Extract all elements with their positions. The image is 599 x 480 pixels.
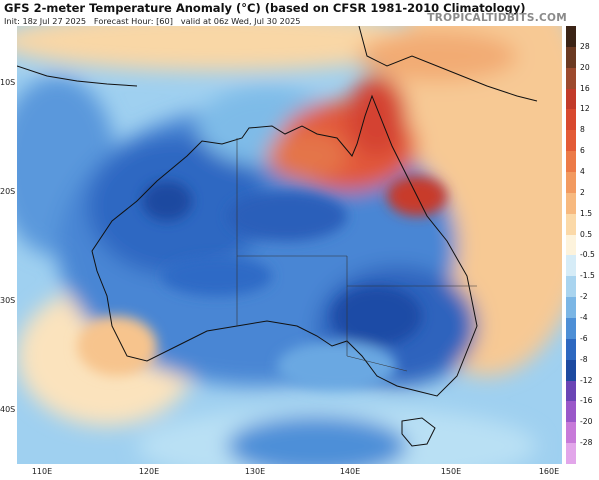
colorbar-swatch — [566, 380, 576, 402]
lon-label-120e: 120E — [138, 467, 160, 476]
colorbar-swatch — [566, 359, 576, 382]
colorbar-label: 8 — [580, 125, 585, 135]
map-title: GFS 2-meter Temperature Anomaly (°C) (ba… — [4, 1, 526, 15]
colorbar-swatch — [566, 255, 576, 277]
colorbar-label: 16 — [580, 83, 590, 93]
colorbar-swatch — [566, 213, 576, 236]
temperature-anomaly-map — [17, 26, 562, 464]
lat-label-20s: 20S — [0, 187, 16, 196]
colorbar-swatch — [566, 443, 576, 465]
lat-label-40s: 40S — [0, 405, 16, 414]
colorbar-label: -20 — [580, 417, 593, 427]
colorbar — [566, 26, 576, 465]
colorbar-swatch — [566, 401, 576, 423]
colorbar-label: 12 — [580, 104, 590, 114]
colorbar-swatch — [566, 297, 576, 319]
colorbar-label: 1.5 — [580, 208, 593, 218]
lat-label-10s: 10S — [0, 78, 16, 87]
colorbar-label: -12 — [580, 375, 593, 385]
colorbar-label: 20 — [580, 62, 590, 72]
colorbar-label: 6 — [580, 146, 585, 156]
colorbar-label: -1.5 — [580, 271, 595, 281]
lon-label-140e: 140E — [339, 467, 361, 476]
colorbar-swatch — [566, 130, 576, 152]
colorbar-label: 4 — [580, 167, 585, 176]
colorbar-swatch — [566, 318, 576, 340]
lon-label-110e: 110E — [31, 467, 53, 476]
coastlines — [17, 26, 538, 447]
colorbar-swatch — [566, 422, 576, 444]
state-borders — [236, 138, 477, 372]
colorbar-label: -4 — [580, 313, 588, 322]
lat-label-30s: 30S — [0, 296, 16, 305]
colorbar-label: 28 — [580, 41, 590, 51]
colorbar-label: -16 — [580, 396, 593, 406]
colorbar-swatch — [566, 276, 576, 298]
colorbar-label: -6 — [580, 333, 588, 343]
colorbar-swatch — [566, 172, 576, 194]
brand-logo: TROPICALTIDBITS.COM — [427, 12, 567, 24]
colorbar-label: -0.5 — [580, 250, 595, 260]
forecast-hour: Forecast Hour: [60] — [93, 16, 173, 26]
anomaly-field-detail — [77, 176, 447, 391]
colorbar-label: -8 — [580, 354, 588, 364]
colorbar-label: -2 — [580, 292, 588, 302]
map-canvas — [17, 26, 562, 464]
valid-time: valid at 06z Wed, Jul 30 2025 — [180, 16, 301, 26]
colorbar-swatch — [566, 46, 576, 69]
colorbar-swatch — [566, 338, 576, 361]
colorbar-label: 0.5 — [580, 229, 593, 239]
colorbar-swatch — [566, 109, 576, 131]
colorbar-swatch — [566, 234, 576, 256]
colorbar-swatch — [566, 192, 576, 215]
colorbar-label: 2 — [580, 187, 585, 197]
lon-label-130e: 130E — [244, 467, 266, 476]
lon-label-150e: 150E — [440, 467, 462, 476]
colorbar-swatch — [566, 88, 576, 110]
colorbar-swatch — [566, 26, 576, 48]
colorbar-swatch — [566, 151, 576, 173]
colorbar-label: -28 — [580, 438, 593, 448]
init-time: Init: 18z Jul 27 2025 — [4, 16, 87, 26]
lon-label-160e: 160E — [538, 467, 560, 476]
colorbar-swatch — [566, 67, 576, 90]
map-subtitle: Init: 18z Jul 27 2025 Forecast Hour: [60… — [4, 16, 301, 26]
